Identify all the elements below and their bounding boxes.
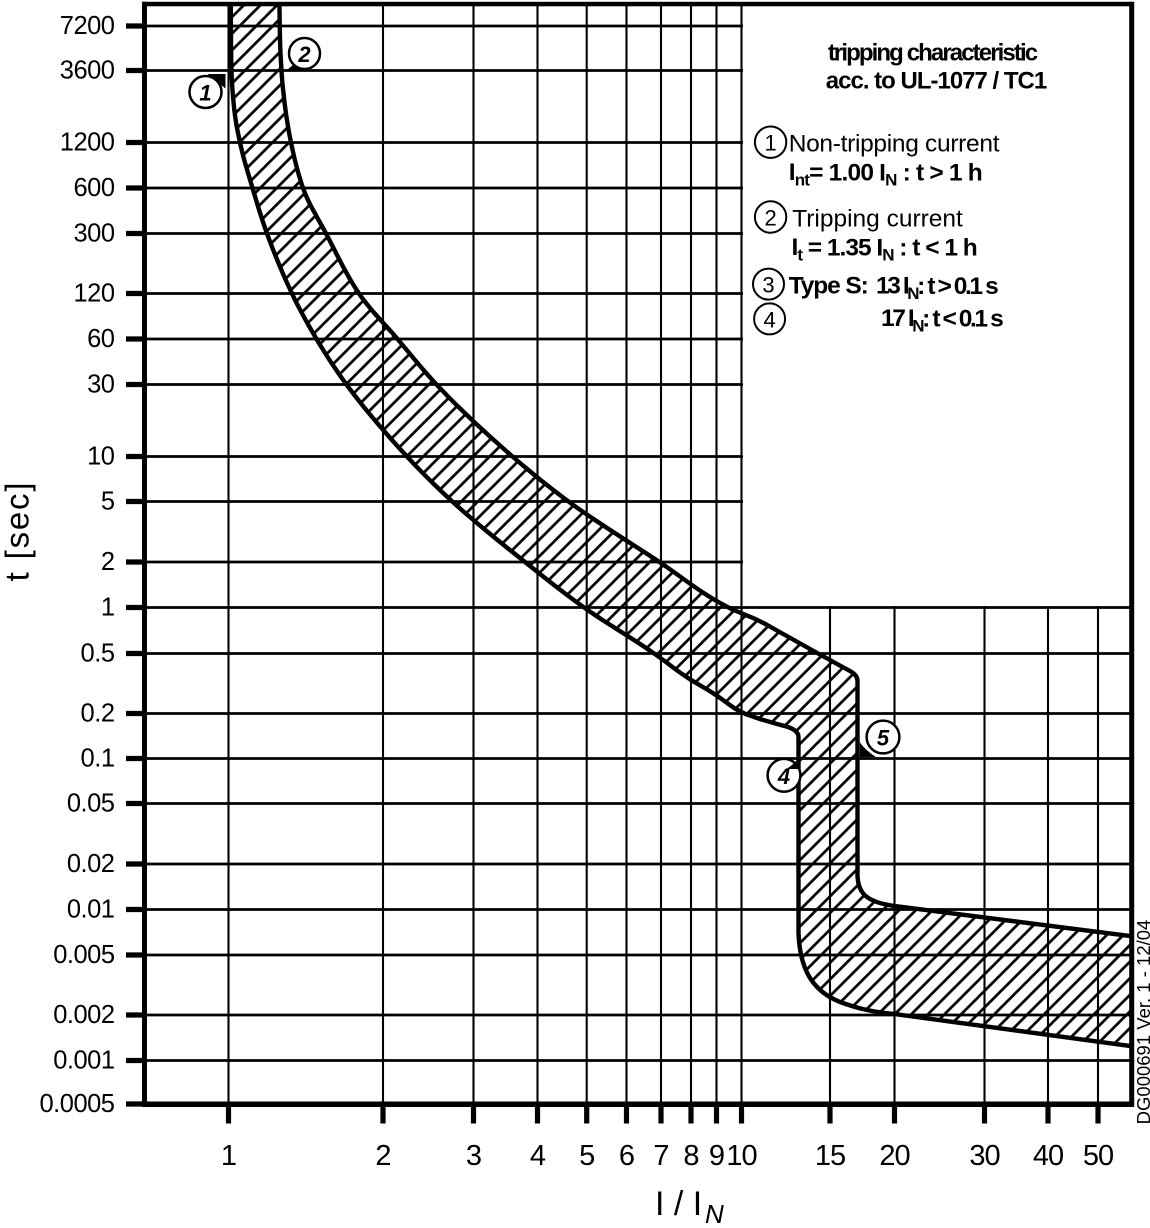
svg-text:Int= 1.00 IN : t > 1 h: Int= 1.00 IN : t > 1 h xyxy=(789,159,982,189)
svg-text:Tripping current: Tripping current xyxy=(792,206,963,233)
svg-text:300: 300 xyxy=(73,220,114,248)
svg-text:4: 4 xyxy=(530,1140,546,1172)
svg-text:0.2: 0.2 xyxy=(81,700,115,728)
svg-text:t [sec]: t [sec] xyxy=(0,481,36,582)
svg-text:17 IN: t < 0.1 s: 17 IN: t < 0.1 s xyxy=(881,305,1003,335)
svg-text:DG000691 Ver. 1 - 12/04: DG000691 Ver. 1 - 12/04 xyxy=(1133,920,1150,1125)
svg-text:3: 3 xyxy=(762,273,774,298)
svg-text:3: 3 xyxy=(466,1140,481,1172)
svg-text:0.5: 0.5 xyxy=(81,640,115,668)
svg-text:0.002: 0.002 xyxy=(53,1001,114,1029)
svg-text:0.01: 0.01 xyxy=(67,896,115,924)
svg-text:40: 40 xyxy=(1033,1140,1063,1172)
svg-text:0.05: 0.05 xyxy=(67,790,115,818)
svg-text:7: 7 xyxy=(653,1140,668,1172)
svg-text:acc. to UL-1077 / TC1: acc. to UL-1077 / TC1 xyxy=(826,68,1047,95)
svg-text:2: 2 xyxy=(101,548,115,576)
svg-text:1: 1 xyxy=(101,594,115,622)
svg-text:30: 30 xyxy=(969,1140,999,1172)
svg-text:4: 4 xyxy=(763,307,775,332)
svg-text:N: N xyxy=(705,1199,724,1223)
svg-text:0.1: 0.1 xyxy=(81,745,115,773)
svg-text:15: 15 xyxy=(815,1140,845,1172)
svg-text:9: 9 xyxy=(709,1140,724,1172)
svg-text:tripping characteristic: tripping characteristic xyxy=(828,40,1038,67)
svg-text:2: 2 xyxy=(297,42,311,67)
svg-text:0.001: 0.001 xyxy=(53,1047,114,1075)
svg-text:13 IN: t > 0.1 s: 13 IN: t > 0.1 s xyxy=(876,273,998,303)
svg-text:0.02: 0.02 xyxy=(67,850,115,878)
svg-text:8: 8 xyxy=(683,1140,698,1172)
svg-text:Non-tripping current: Non-tripping current xyxy=(789,131,1000,158)
svg-text:120: 120 xyxy=(73,280,114,308)
svg-text:7200: 7200 xyxy=(60,12,115,40)
svg-text:10: 10 xyxy=(726,1140,756,1172)
svg-text:600: 600 xyxy=(73,174,114,202)
svg-text:2: 2 xyxy=(764,206,776,231)
svg-text:60: 60 xyxy=(87,325,115,353)
svg-text:5: 5 xyxy=(579,1140,594,1172)
svg-text:30: 30 xyxy=(87,371,115,399)
svg-text:6: 6 xyxy=(619,1140,634,1172)
svg-text:1: 1 xyxy=(199,81,211,106)
svg-text:1: 1 xyxy=(221,1140,236,1172)
svg-text:0.0005: 0.0005 xyxy=(40,1090,115,1118)
svg-text:0.005: 0.005 xyxy=(53,941,115,969)
svg-text:I / I: I / I xyxy=(655,1185,702,1223)
svg-text:3600: 3600 xyxy=(60,57,115,85)
svg-text:4: 4 xyxy=(777,764,790,789)
svg-text:5: 5 xyxy=(101,488,115,516)
svg-text:1200: 1200 xyxy=(60,129,115,157)
svg-text:5: 5 xyxy=(877,726,890,751)
svg-text:2: 2 xyxy=(375,1140,390,1172)
svg-text:20: 20 xyxy=(879,1140,909,1172)
svg-text:50: 50 xyxy=(1083,1140,1113,1172)
svg-text:1: 1 xyxy=(764,131,776,156)
svg-text:Type S:: Type S: xyxy=(789,273,868,300)
svg-text:10: 10 xyxy=(87,443,115,471)
